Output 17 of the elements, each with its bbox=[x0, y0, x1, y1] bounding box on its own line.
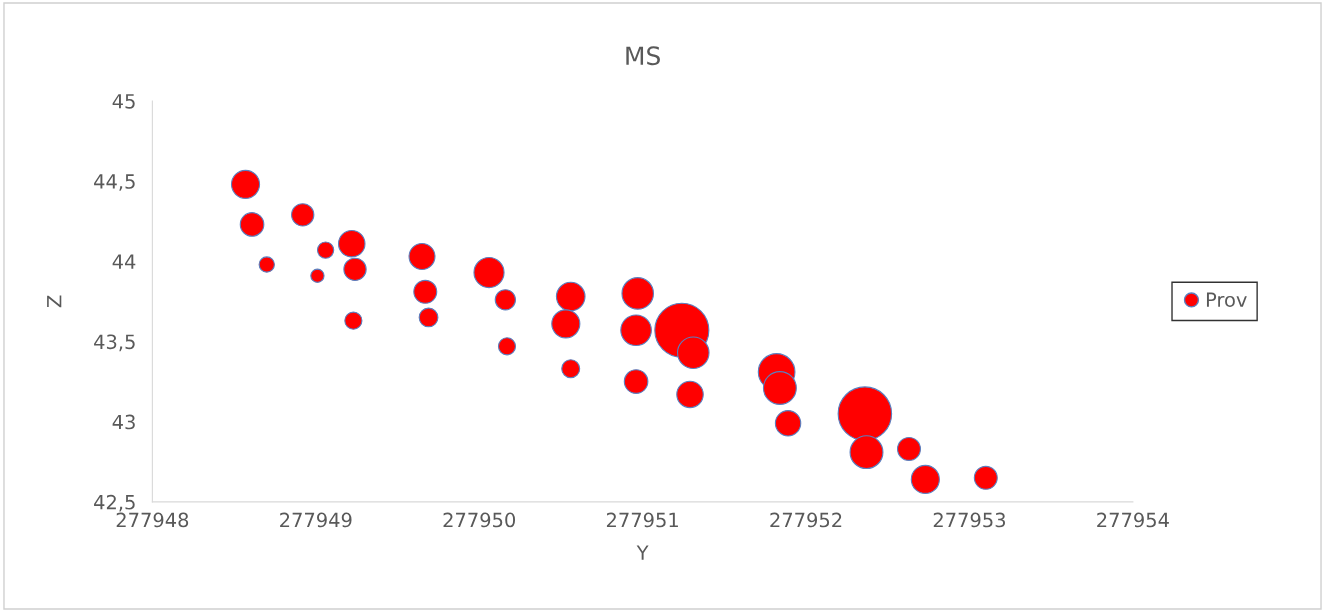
y-tick-label: 44,5 bbox=[94, 174, 135, 191]
x-tick-label: 277952 bbox=[770, 512, 842, 528]
x-tick-label: 277949 bbox=[280, 512, 352, 528]
y-axis-title: Z bbox=[47, 295, 62, 308]
x-tick-label: 277951 bbox=[606, 512, 678, 528]
x-tick-label: 277954 bbox=[1097, 512, 1169, 528]
x-tick-label: 277950 bbox=[443, 512, 516, 528]
x-tick-label: 277948 bbox=[116, 512, 189, 528]
y-tick-label: 44 bbox=[112, 254, 136, 269]
y-tick-label: 45 bbox=[112, 94, 135, 109]
chart-title: MS bbox=[626, 46, 660, 66]
y-tick-label: 43 bbox=[112, 414, 135, 430]
y-tick-label: 43,5 bbox=[94, 334, 135, 352]
y-tick-label: 42,5 bbox=[94, 494, 135, 512]
x-tick-label: 277953 bbox=[933, 512, 1006, 528]
legend-label: Prov bbox=[1206, 292, 1247, 308]
x-axis-title: Y bbox=[636, 545, 649, 560]
